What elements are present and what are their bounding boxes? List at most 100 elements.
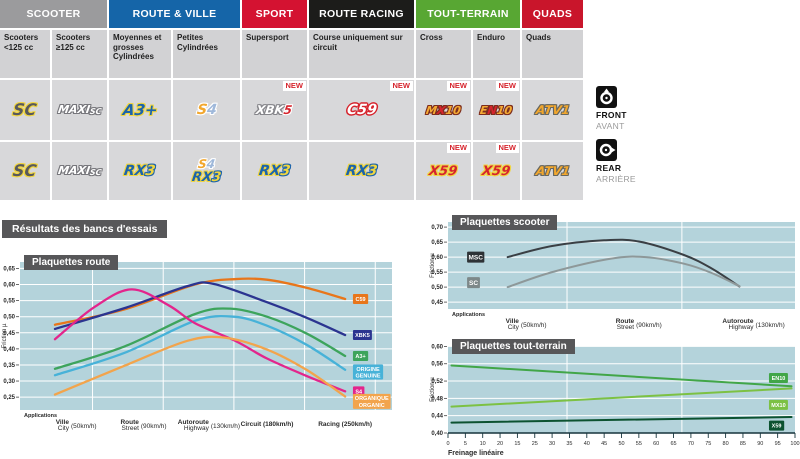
product-cell: MAXISC — [52, 80, 107, 140]
product-cell: NEW X59 — [473, 142, 520, 200]
y-tick-label: 0,45 — [431, 300, 443, 306]
column-header-2: Moyennes et grosses Cylindrées — [109, 30, 171, 78]
badge-label: A3+ — [355, 354, 365, 360]
column-header-1: Scooters ≥125 cc — [52, 30, 107, 78]
x-category-speed: (50km/h) — [521, 322, 547, 329]
x-tick-label: 40 — [584, 441, 590, 447]
product-cell: RX3 — [242, 142, 307, 200]
badge-label: ORIGINE — [356, 367, 380, 373]
badge-label: XBK5 — [355, 333, 370, 339]
series-ORIGINE-GENUINE — [53, 314, 347, 377]
series-SC — [506, 255, 741, 289]
badge-label: ORGANIC — [359, 403, 385, 409]
x-tick-label: 100 — [790, 441, 799, 447]
column-header-8: Quads — [522, 30, 583, 78]
x-tick-label: 45 — [601, 441, 607, 447]
product-cell: A3+ — [109, 80, 171, 140]
x-tick-label: 90 — [757, 441, 763, 447]
y-tick-label: 0,52 — [431, 379, 443, 385]
y-tick-label: 0,56 — [431, 362, 443, 368]
x-category-label: Autoroute — [178, 419, 209, 426]
series-badge-ORGANIQUE — [352, 393, 391, 409]
y-tick-label: 0,40 — [431, 431, 443, 437]
x-tick-label: 15 — [514, 441, 520, 447]
x-category-speed: (130km/h) — [755, 322, 784, 329]
new-badge: NEW — [495, 81, 519, 92]
y-tick-label: 0,44 — [431, 414, 443, 420]
product-cell: S4 — [173, 80, 240, 140]
series-badge-EN10 — [768, 373, 788, 384]
x-category-label-en: Street — [122, 425, 140, 432]
chart-title-scooter: Plaquettes scooter — [452, 215, 558, 230]
y-tick-label: 0,65 — [3, 266, 15, 272]
x-category-label: Racing (250km/h) — [318, 421, 372, 428]
rear-brake-disc-icon — [596, 139, 617, 161]
y-tick-label: 0,55 — [3, 299, 15, 305]
x-category-label-en: Highway — [729, 324, 755, 331]
rear-label-en: REAR — [596, 163, 622, 173]
series-X59 — [450, 415, 793, 424]
y-tick-label: 0,50 — [431, 285, 443, 291]
series-ORGANIQUE-ORGANIC — [53, 335, 347, 398]
x-tick-label: 25 — [532, 441, 538, 447]
y-tick-label: 0,65 — [431, 240, 443, 246]
chart-title-route: Plaquettes route — [24, 255, 119, 270]
x-axis-caption: Applications — [24, 413, 57, 419]
series-A3+ — [53, 307, 347, 370]
x-category-label: Autoroute — [722, 318, 753, 325]
x-tick-label: 35 — [566, 441, 572, 447]
new-badge: NEW — [446, 81, 470, 92]
new-badge: NEW — [495, 143, 519, 154]
product-cell: MAXISC — [52, 142, 107, 200]
x-tick-label: 5 — [464, 441, 467, 447]
x-axis-caption: Applications — [452, 312, 485, 318]
x-category-label: Route — [616, 318, 635, 325]
column-header-6: Cross — [416, 30, 471, 78]
x-tick-label: 50 — [618, 441, 624, 447]
series-EN10 — [450, 364, 793, 388]
column-header-0: Scooters <125 cc — [0, 30, 50, 78]
product-category-table: SCOOTER ROUTE & VILLE SPORT ROUTE RACING TOU… — [0, 0, 583, 200]
badge-label: S4 — [355, 389, 363, 395]
product-cell: NEW XBK5 — [242, 80, 307, 140]
badge-label: MSC — [468, 255, 483, 262]
product-cell: S4 RX3 — [173, 142, 240, 200]
badge-label: EN10 — [772, 376, 786, 382]
series-badge-X59 — [768, 420, 785, 431]
x-tick-label: 75 — [705, 441, 711, 447]
x-tick-label: 20 — [497, 441, 503, 447]
group-header-tout-terrain: TOUT-TERRAIN — [416, 0, 520, 28]
series-badge-XBK5 — [352, 330, 372, 341]
x-tick-label: 80 — [723, 441, 729, 447]
series-badge-ORIGINE — [352, 364, 384, 380]
x-category-label-en: Street — [617, 324, 635, 331]
y-tick-label: 0,35 — [3, 363, 15, 369]
results-section-title: Résultats des bancs d'essais — [2, 220, 168, 238]
y-tick-label: 0,45 — [3, 331, 15, 337]
product-cell: SC — [0, 142, 50, 200]
series-badge-A3+ — [352, 350, 369, 361]
x-category-label-en: City — [58, 425, 70, 432]
y-tick-label: 0,25 — [3, 395, 15, 401]
x-tick-label: 0 — [446, 441, 449, 447]
group-header-sport: SPORT — [242, 0, 307, 28]
badge-label: SC — [469, 280, 478, 287]
badge-label: GENUINE — [355, 374, 380, 380]
chart-scooter: 0,70 0,65 0,60 0,55 0,50 0,45 Friction µ Applic… — [430, 222, 795, 331]
front-label-en: FRONT — [596, 110, 627, 120]
x-category-speed: (90km/h) — [636, 322, 662, 329]
product-cell: ATV1 — [522, 80, 583, 140]
x-tick-label: 55 — [636, 441, 642, 447]
series-badge-MX10 — [768, 399, 788, 410]
new-badge: NEW — [282, 81, 306, 92]
group-header-route-ville: ROUTE & VILLE — [109, 0, 240, 28]
column-header-3: Petites Cylindrées — [173, 30, 240, 78]
y-tick-label: 0,60 — [3, 283, 15, 289]
x-tick-label: 95 — [775, 441, 781, 447]
front-brake-disc-icon — [596, 86, 617, 108]
x-tick-label: 65 — [670, 441, 676, 447]
series-badge-C59 — [352, 294, 369, 304]
y-tick-label: 0,48 — [431, 396, 443, 402]
